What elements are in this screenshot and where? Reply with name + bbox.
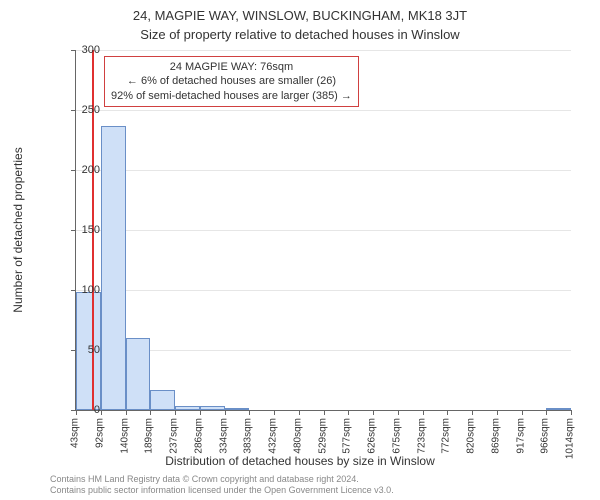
x-tick-mark [423,410,424,415]
x-tick-mark [522,410,523,415]
address-title: 24, MAGPIE WAY, WINSLOW, BUCKINGHAM, MK1… [0,8,600,23]
y-tick-label: 0 [75,404,100,416]
x-tick-mark [150,410,151,415]
x-tick-mark [571,410,572,415]
x-tick-mark [373,410,374,415]
histogram-bar [225,408,250,410]
x-tick-label: 626sqm [367,418,378,454]
x-tick-label: 577sqm [342,418,353,454]
x-tick-mark [447,410,448,415]
x-tick-mark [175,410,176,415]
histogram-bar [101,126,126,410]
x-tick-mark [299,410,300,415]
annotation-line3: 92% of semi-detached houses are larger (… [111,89,352,103]
x-tick-mark [200,410,201,415]
histogram-bar [546,408,571,410]
x-axis-label: Distribution of detached houses by size … [0,454,600,468]
chart-plot-area: 24 MAGPIE WAY: 76sqm← 6% of detached hou… [75,50,571,411]
x-tick-label: 140sqm [119,418,130,454]
gridline [76,170,571,171]
y-tick-label: 50 [75,344,100,356]
y-axis-label: Number of detached properties [11,147,25,312]
x-tick-mark [348,410,349,415]
footer-attribution: Contains HM Land Registry data © Crown c… [50,474,394,496]
x-tick-label: 723sqm [416,418,427,454]
x-tick-mark [126,410,127,415]
annotation-line1: 24 MAGPIE WAY: 76sqm [111,60,352,74]
annotation-box: 24 MAGPIE WAY: 76sqm← 6% of detached hou… [104,56,359,107]
x-tick-label: 675sqm [391,418,402,454]
x-tick-mark [101,410,102,415]
histogram-bar [175,406,200,410]
footer-line1: Contains HM Land Registry data © Crown c… [50,474,394,485]
x-tick-mark [225,410,226,415]
x-tick-label: 43sqm [70,418,81,448]
x-tick-label: 286sqm [193,418,204,454]
x-tick-label: 772sqm [441,418,452,454]
x-tick-mark [472,410,473,415]
y-tick-label: 100 [75,284,100,296]
x-tick-mark [274,410,275,415]
x-tick-label: 869sqm [490,418,501,454]
annotation-line2: ← 6% of detached houses are smaller (26) [111,74,352,88]
gridline [76,230,571,231]
x-tick-label: 917sqm [515,418,526,454]
y-tick-label: 300 [75,44,100,56]
histogram-bar [126,338,151,410]
histogram-bar [200,406,225,410]
gridline [76,110,571,111]
chart-subtitle: Size of property relative to detached ho… [0,27,600,42]
x-tick-label: 432sqm [268,418,279,454]
x-tick-mark [249,410,250,415]
histogram-bar [150,390,175,410]
x-tick-label: 92sqm [94,418,105,448]
y-tick-label: 250 [75,104,100,116]
x-tick-mark [398,410,399,415]
gridline [76,350,571,351]
x-tick-label: 820sqm [466,418,477,454]
x-tick-mark [324,410,325,415]
x-tick-mark [497,410,498,415]
x-tick-label: 529sqm [317,418,328,454]
x-tick-label: 334sqm [218,418,229,454]
y-tick-label: 150 [75,224,100,236]
x-tick-label: 237sqm [169,418,180,454]
x-tick-label: 383sqm [243,418,254,454]
footer-line2: Contains public sector information licen… [50,485,394,496]
x-tick-label: 480sqm [292,418,303,454]
x-tick-label: 189sqm [144,418,155,454]
x-tick-label: 966sqm [540,418,551,454]
y-tick-label: 200 [75,164,100,176]
x-tick-label: 1014sqm [565,418,576,459]
gridline [76,290,571,291]
x-tick-mark [546,410,547,415]
gridline [76,50,571,51]
